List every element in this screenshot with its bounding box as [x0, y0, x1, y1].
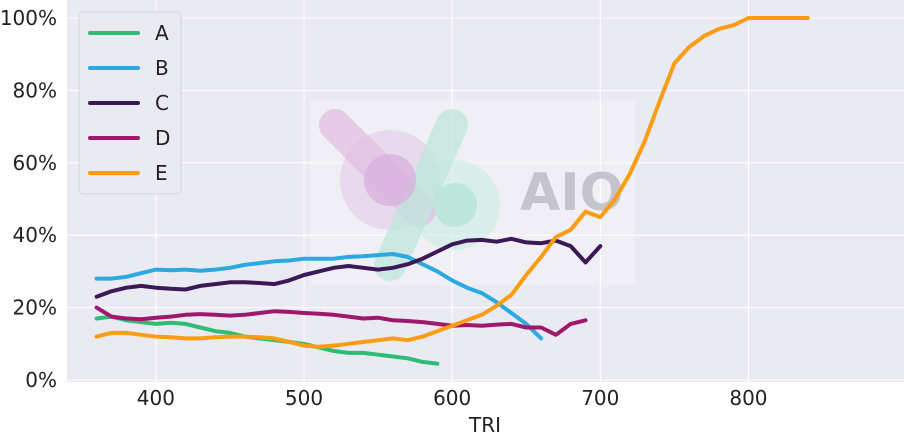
x-axis-title: TRI — [468, 413, 501, 434]
x-tick-label: 400 — [137, 386, 175, 410]
legend-label-e: E — [155, 161, 168, 185]
legend-label-d: D — [155, 126, 170, 150]
series-line-b — [94, 252, 544, 341]
y-tick-label: 20% — [13, 296, 57, 320]
y-tick-label: 80% — [13, 78, 57, 102]
series-line-c — [94, 236, 603, 299]
y-tick-label: 0% — [25, 368, 57, 392]
x-tick-label: 500 — [285, 386, 323, 410]
x-tick-label: 800 — [729, 386, 767, 410]
x-axis-ticks: 400 500 600 700 800 — [137, 386, 768, 410]
y-tick-label: 40% — [13, 223, 57, 247]
legend-label-a: A — [155, 21, 169, 45]
series-line-e — [94, 16, 810, 349]
y-tick-label: 100% — [0, 6, 57, 30]
legend-label-c: C — [155, 91, 169, 115]
series-layer — [94, 16, 810, 366]
legend-label-b: B — [155, 56, 169, 80]
series-line-d — [94, 305, 588, 337]
x-tick-label: 600 — [433, 386, 471, 410]
y-tick-label: 60% — [13, 151, 57, 175]
watermark-text: AIO — [520, 163, 624, 223]
y-axis-ticks: 0% 20% 40% 60% 80% 100% — [0, 6, 57, 392]
x-tick-label: 700 — [581, 386, 619, 410]
